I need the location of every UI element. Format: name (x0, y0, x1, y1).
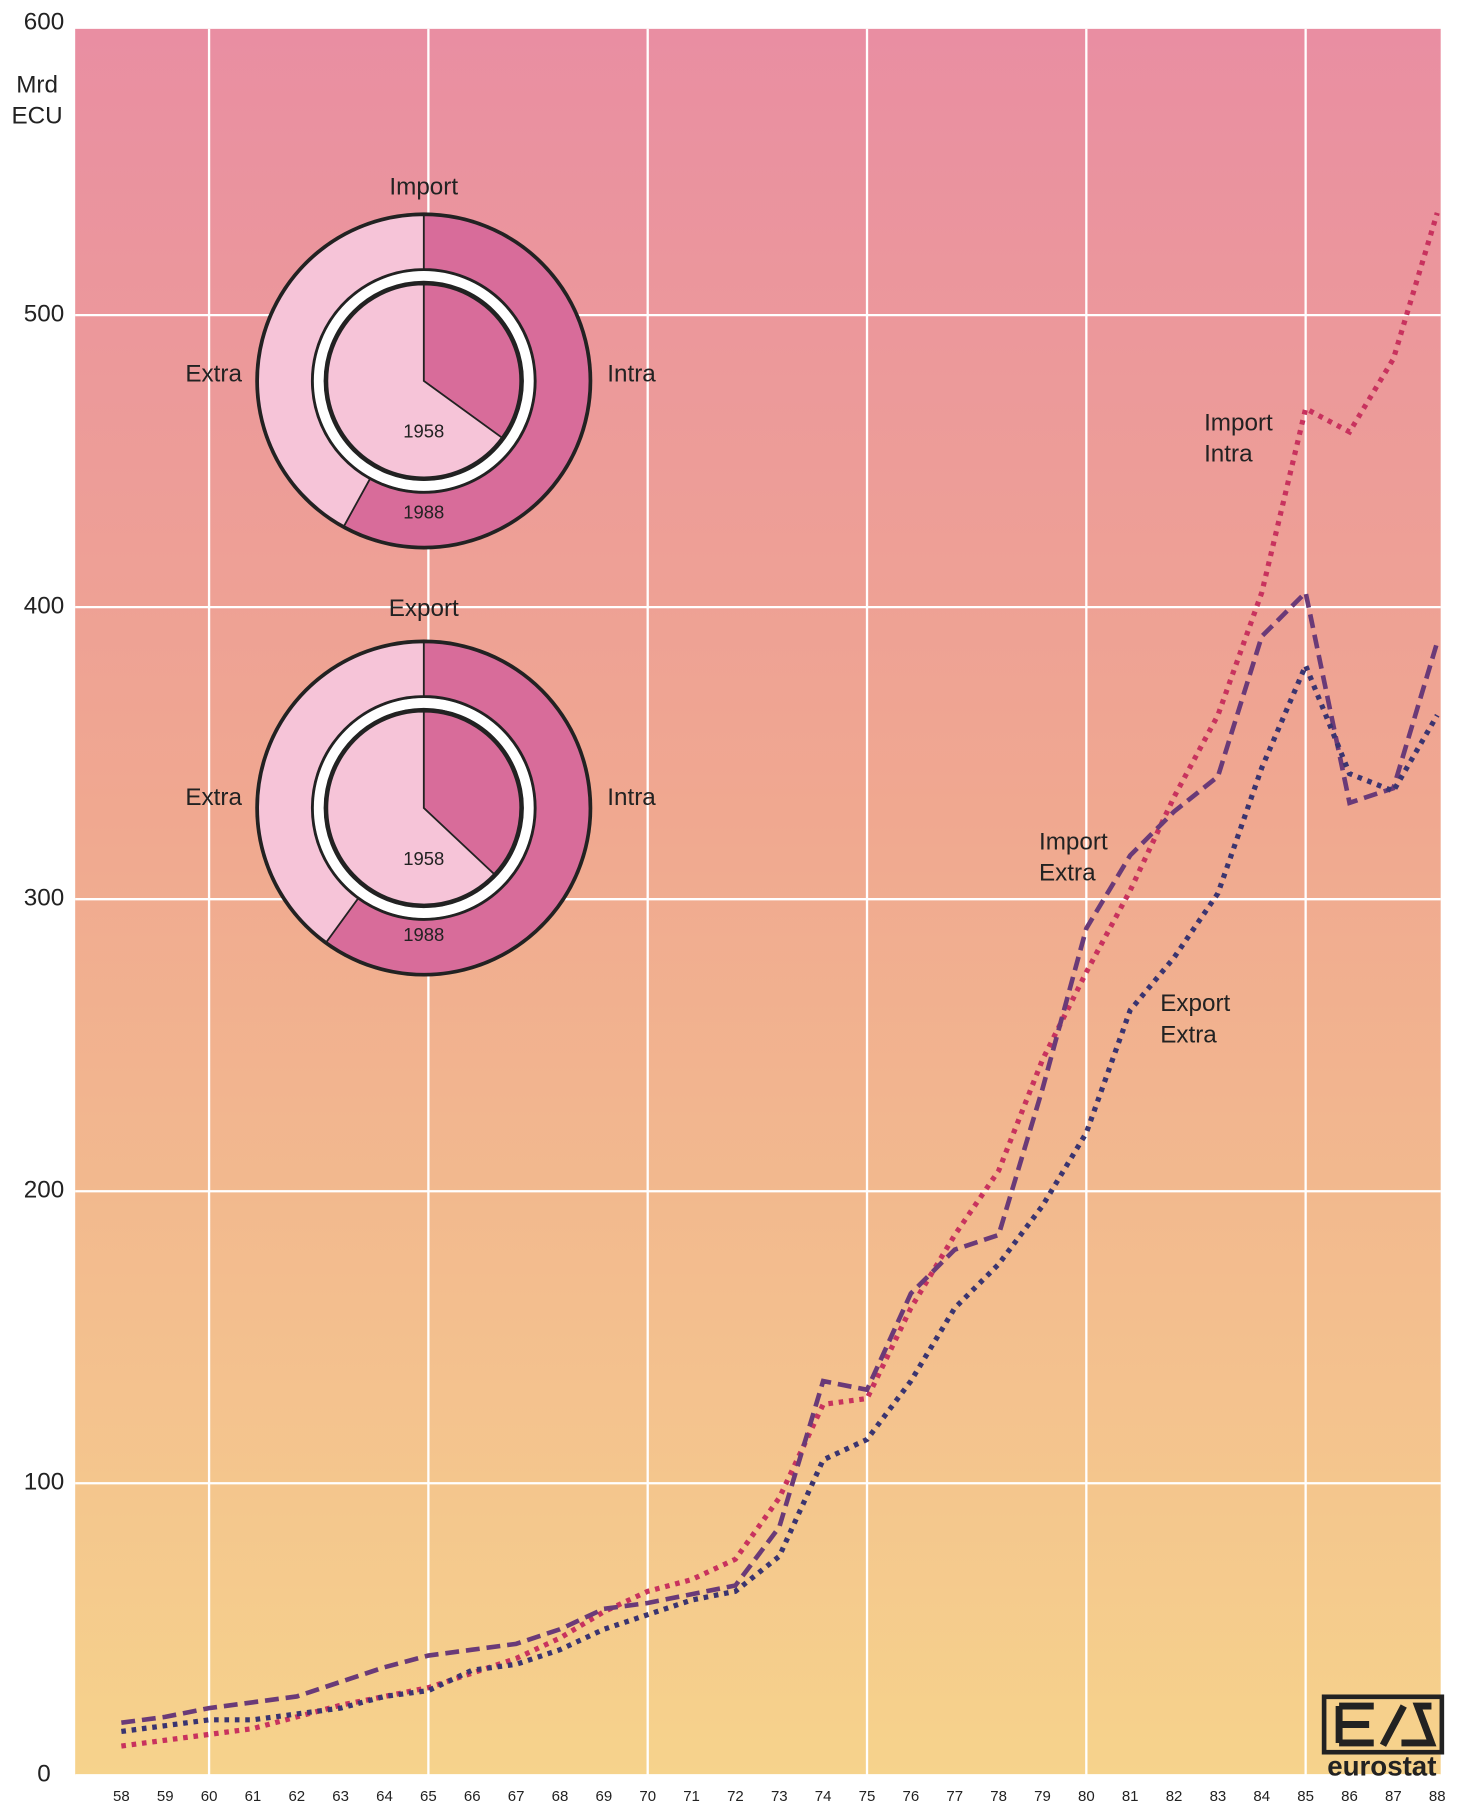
y-tick-label: 300 (24, 885, 64, 912)
y-axis-label: Mrd ECU (11, 71, 63, 130)
x-tick-label: 82 (1166, 1788, 1183, 1805)
category-label: Extra (185, 361, 242, 388)
x-tick-label: 79 (1034, 1788, 1051, 1805)
x-tick-label: 68 (552, 1788, 569, 1805)
x-tick-label: 65 (420, 1788, 437, 1805)
y-tick-label: 200 (24, 1177, 64, 1204)
x-tick-label: 78 (990, 1788, 1007, 1805)
donut-segment (326, 283, 503, 479)
x-tick-label: 61 (245, 1788, 262, 1805)
logo: eurostat (1321, 1694, 1445, 1782)
y-tick-label: 0 (37, 1761, 50, 1788)
category-label: Intra (607, 784, 656, 811)
ring-label: 1988 (403, 502, 444, 523)
ring-label: 1958 (403, 848, 444, 869)
donut-segment (325, 641, 591, 975)
x-tick-label: 62 (288, 1788, 305, 1805)
x-tick-label: 60 (201, 1788, 218, 1805)
x-tick-label: 64 (376, 1788, 393, 1805)
y-axis-label-box: Mrd ECU (11, 71, 63, 130)
x-tick-label: 59 (157, 1788, 174, 1805)
ring-label: 1988 (403, 924, 444, 945)
x-tick-label: 88 (1429, 1788, 1446, 1805)
logo-mark (1335, 1702, 1437, 1747)
donut-gap-edge (323, 280, 524, 482)
y-tick-label: 400 (24, 593, 64, 620)
y-tick-label: 500 (24, 301, 64, 328)
logo-text: eurostat (1327, 1751, 1436, 1782)
series-label: Import Extra (1039, 828, 1108, 887)
logo-frame (1321, 1694, 1445, 1755)
x-tick-label: 87 (1385, 1788, 1402, 1805)
x-tick-label: 80 (1078, 1788, 1095, 1805)
donut-title: Import (389, 174, 458, 201)
x-tick-label: 66 (464, 1788, 481, 1805)
x-tick-label: 75 (859, 1788, 876, 1805)
donut-segment (257, 641, 425, 944)
x-tick-label: 85 (1297, 1788, 1314, 1805)
x-tick-label: 76 (903, 1788, 920, 1805)
x-tick-label: 73 (771, 1788, 788, 1805)
x-tick-label: 58 (113, 1788, 130, 1805)
series-label-box: Import Intra (1204, 409, 1273, 468)
donut-gap-edge (312, 269, 536, 493)
y-tick-label: 100 (24, 1469, 64, 1496)
x-tick-label: 81 (1122, 1788, 1139, 1805)
x-tick-label: 83 (1210, 1788, 1227, 1805)
x-tick-label: 86 (1341, 1788, 1358, 1805)
donut-segment (422, 283, 521, 439)
donut-gap-edge (312, 696, 536, 920)
x-tick-label: 71 (683, 1788, 700, 1805)
x-tick-label: 69 (595, 1788, 612, 1805)
x-tick-label: 72 (727, 1788, 744, 1805)
donut-segment (422, 710, 522, 876)
x-tick-label: 74 (815, 1788, 832, 1805)
series-label: Export Extra (1160, 990, 1231, 1049)
plot-background (75, 28, 1441, 1776)
donut-segment (326, 710, 496, 906)
donut-segment (342, 214, 591, 548)
ring-label: 1958 (403, 421, 444, 442)
donut-gap-edge (323, 707, 524, 909)
x-tick-label: 63 (332, 1788, 349, 1805)
x-tick-label: 67 (508, 1788, 525, 1805)
series-label-box: Export Extra (1160, 990, 1231, 1049)
x-tick-label: 84 (1253, 1788, 1270, 1805)
category-label: Intra (607, 361, 656, 388)
series-label: Import Intra (1204, 409, 1273, 468)
x-tick-label: 77 (946, 1788, 963, 1805)
x-tick-label: 70 (639, 1788, 656, 1805)
donut-segment (257, 214, 425, 528)
y-tick-label: 600 (24, 8, 64, 35)
donut-gap (313, 270, 535, 492)
donut-gap (313, 697, 535, 919)
category-label: Extra (185, 784, 242, 811)
line-series (121, 658, 1440, 1735)
donut-title: Export (389, 595, 459, 622)
series-label-box: Import Extra (1039, 828, 1108, 887)
